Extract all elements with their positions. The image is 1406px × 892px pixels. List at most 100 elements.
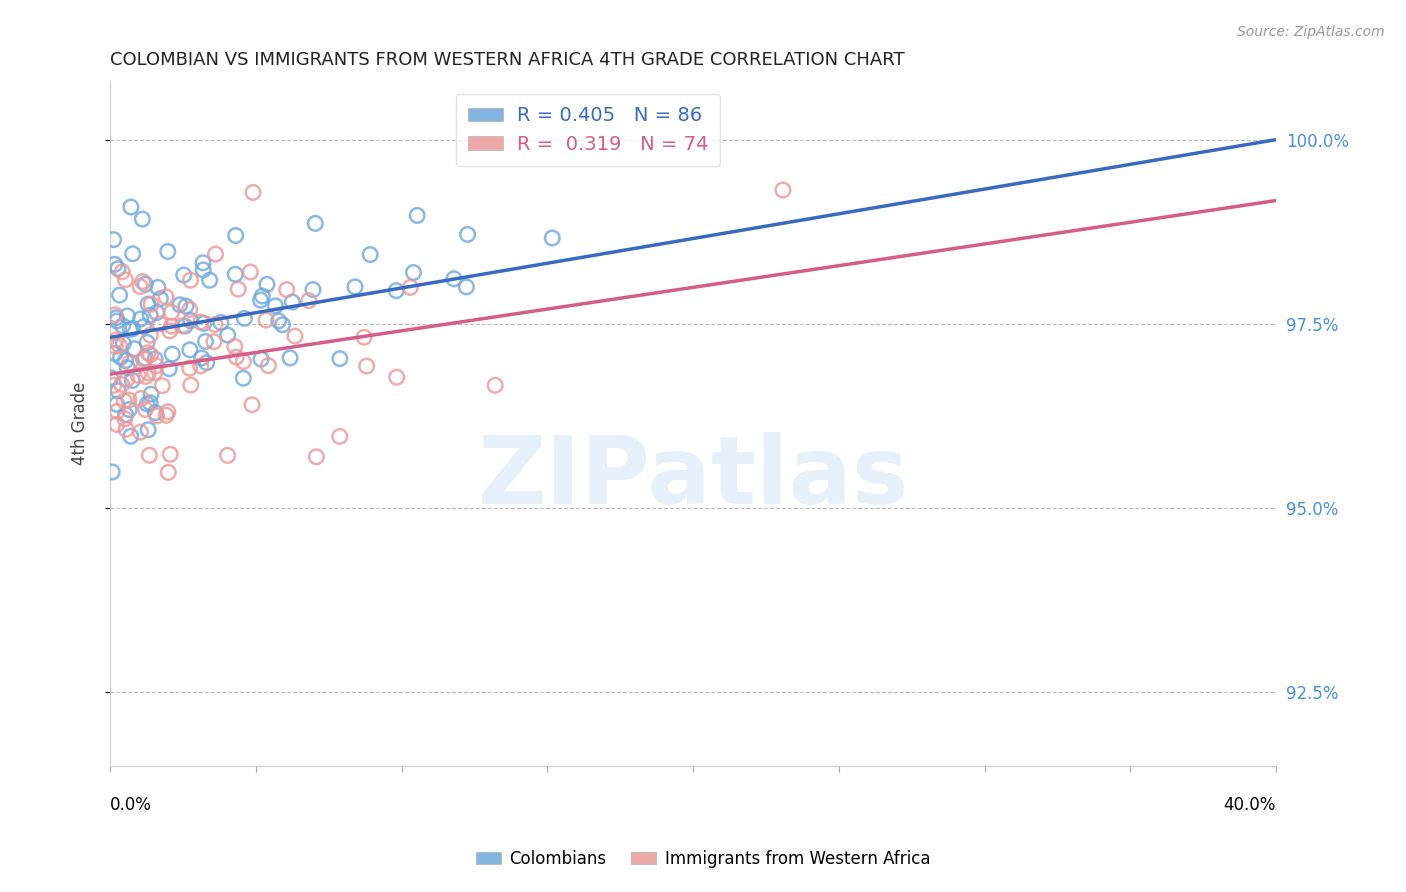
Text: 0.0%: 0.0% xyxy=(110,797,152,814)
Point xyxy=(276,283,298,297)
Point xyxy=(179,361,201,376)
Point xyxy=(145,409,167,423)
Point xyxy=(117,360,139,375)
Point xyxy=(169,298,191,312)
Point xyxy=(145,305,167,319)
Point xyxy=(104,339,127,353)
Point xyxy=(252,289,274,303)
Point xyxy=(104,346,127,360)
Point xyxy=(225,350,247,364)
Point xyxy=(135,369,157,384)
Point xyxy=(157,466,180,480)
Point xyxy=(111,377,134,392)
Point xyxy=(114,412,136,426)
Point xyxy=(226,282,249,296)
Point xyxy=(353,330,375,344)
Point xyxy=(139,328,162,343)
Point xyxy=(174,299,197,313)
Point xyxy=(134,351,156,366)
Point xyxy=(120,200,142,214)
Point xyxy=(107,384,129,398)
Point xyxy=(202,334,225,349)
Point xyxy=(115,422,138,436)
Point xyxy=(190,359,212,373)
Point xyxy=(143,405,166,419)
Point xyxy=(149,292,172,306)
Point xyxy=(271,318,294,332)
Point xyxy=(179,343,201,357)
Point xyxy=(118,393,141,408)
Point xyxy=(110,351,132,365)
Point xyxy=(359,247,381,261)
Point xyxy=(105,397,128,411)
Point xyxy=(160,347,183,361)
Point xyxy=(104,308,127,322)
Point xyxy=(198,273,221,287)
Point xyxy=(105,310,128,325)
Point xyxy=(456,280,478,294)
Point xyxy=(146,280,169,294)
Point xyxy=(155,290,177,304)
Point xyxy=(136,366,159,380)
Point xyxy=(239,265,262,279)
Point xyxy=(117,309,139,323)
Point xyxy=(385,284,408,298)
Point xyxy=(179,302,201,317)
Point xyxy=(204,247,226,261)
Point xyxy=(385,370,408,384)
Point xyxy=(155,409,177,423)
Point xyxy=(143,351,166,366)
Text: COLOMBIAN VS IMMIGRANTS FROM WESTERN AFRICA 4TH GRADE CORRELATION CHART: COLOMBIAN VS IMMIGRANTS FROM WESTERN AFR… xyxy=(110,51,904,69)
Point xyxy=(240,398,263,412)
Point xyxy=(541,231,564,245)
Point xyxy=(180,378,202,392)
Point xyxy=(343,280,366,294)
Point xyxy=(233,311,256,326)
Point xyxy=(250,352,273,367)
Point xyxy=(118,356,141,370)
Point xyxy=(399,280,422,294)
Text: Source: ZipAtlas.com: Source: ZipAtlas.com xyxy=(1237,25,1385,39)
Point xyxy=(254,313,277,327)
Point xyxy=(217,328,239,343)
Point xyxy=(138,448,160,462)
Point xyxy=(278,351,301,365)
Point xyxy=(121,374,143,388)
Point xyxy=(159,447,181,461)
Point xyxy=(249,293,271,308)
Point xyxy=(145,359,167,373)
Point xyxy=(129,425,152,439)
Point xyxy=(121,246,143,260)
Point xyxy=(134,402,156,417)
Point xyxy=(257,359,280,373)
Point xyxy=(114,273,136,287)
Point xyxy=(136,345,159,359)
Point xyxy=(129,312,152,326)
Point xyxy=(139,348,162,362)
Legend: Colombians, Immigrants from Western Africa: Colombians, Immigrants from Western Afri… xyxy=(470,844,936,875)
Point xyxy=(143,365,166,379)
Point xyxy=(159,324,181,338)
Point xyxy=(190,351,212,365)
Point xyxy=(103,233,125,247)
Point xyxy=(267,314,290,328)
Point xyxy=(179,273,201,287)
Point xyxy=(127,368,149,383)
Point xyxy=(224,267,246,281)
Point xyxy=(772,183,794,197)
Point xyxy=(107,261,129,276)
Point xyxy=(121,321,143,335)
Point xyxy=(134,277,156,292)
Point xyxy=(281,295,304,310)
Point xyxy=(225,228,247,243)
Point xyxy=(114,408,136,422)
Point xyxy=(224,340,246,354)
Point xyxy=(108,338,131,352)
Point xyxy=(329,351,352,366)
Point xyxy=(105,333,128,347)
Point xyxy=(103,378,125,392)
Point xyxy=(120,322,142,336)
Point xyxy=(298,293,321,308)
Point xyxy=(232,371,254,385)
Point xyxy=(100,370,122,384)
